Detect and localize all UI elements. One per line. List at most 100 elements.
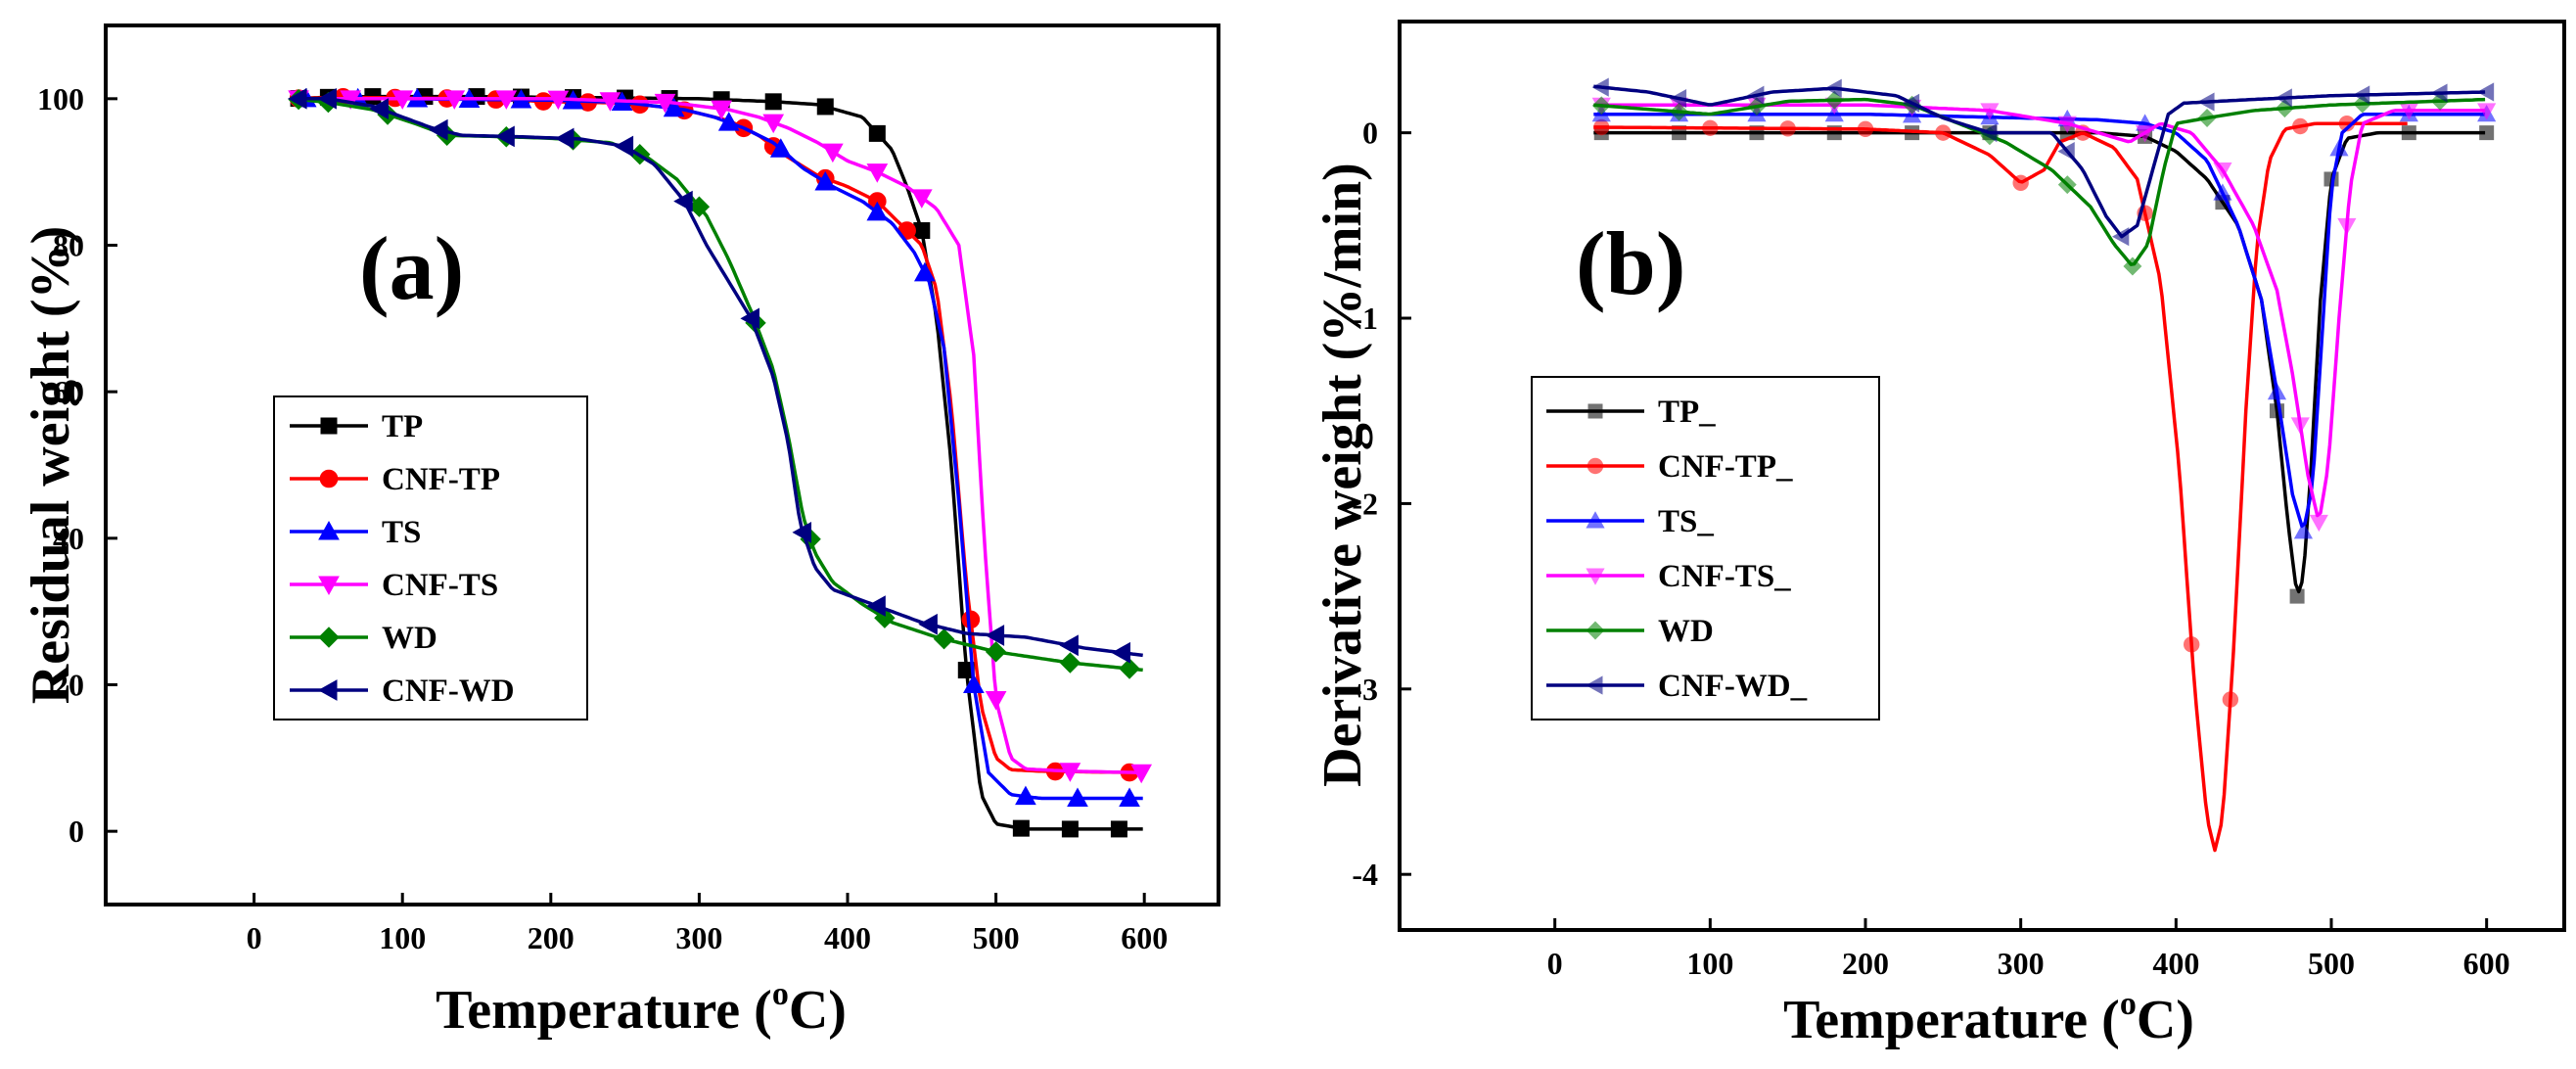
data-point xyxy=(866,201,889,221)
x-tick-label: 400 xyxy=(824,920,871,955)
data-point xyxy=(2292,117,2309,135)
data-point xyxy=(1061,820,1079,838)
x-tick-label: 0 xyxy=(247,920,262,955)
data-point xyxy=(1980,103,2000,120)
data-point xyxy=(933,628,955,650)
panel-a-x-axis-title-tail: C) xyxy=(789,980,847,1041)
data-point xyxy=(821,143,844,163)
data-point xyxy=(985,625,1005,646)
x-tick-label: 0 xyxy=(1547,946,1563,981)
legend-swatch-marker xyxy=(1586,568,1605,585)
data-point xyxy=(1669,88,1687,109)
series-line-cnf-tp xyxy=(1593,121,2408,853)
legend-swatch-marker xyxy=(1587,457,1604,475)
y-tick-label: 40 xyxy=(53,521,84,556)
panel-b-y-ticks: -4 -3 -2 -1 0 xyxy=(1352,116,1411,892)
data-point xyxy=(1980,123,1998,143)
legend-label: CNF-WD xyxy=(382,674,515,709)
x-tick-label: 600 xyxy=(2463,946,2510,981)
data-point xyxy=(866,163,889,183)
series-cnf-wd xyxy=(1591,77,2495,247)
series-cnf-tp xyxy=(1593,115,2408,853)
legend-label: WD xyxy=(382,621,437,656)
y-tick-label: 80 xyxy=(53,228,84,263)
data-point xyxy=(910,189,933,209)
data-point xyxy=(1935,124,1952,141)
x-tick-label: 400 xyxy=(2152,946,2199,981)
panel-a-series xyxy=(288,87,1153,838)
data-point xyxy=(2275,88,2292,108)
data-point xyxy=(740,307,759,330)
data-point xyxy=(2476,82,2495,102)
x-tick-label: 200 xyxy=(1842,946,1889,981)
data-point xyxy=(2401,125,2416,141)
data-point xyxy=(985,641,1007,663)
data-point xyxy=(2197,109,2217,127)
data-point xyxy=(2337,217,2357,236)
legend-swatch-marker xyxy=(320,417,338,435)
data-point xyxy=(391,90,414,110)
data-point xyxy=(764,93,782,111)
panel-a-y-ticks: 0 20 40 60 80 100 xyxy=(37,81,117,849)
data-point xyxy=(1110,820,1127,838)
data-point xyxy=(913,261,936,282)
data-point xyxy=(495,90,518,110)
data-point xyxy=(1059,763,1081,782)
y-tick-label: -4 xyxy=(1352,857,1378,892)
x-tick-label: 100 xyxy=(1686,946,1733,981)
data-point xyxy=(2267,382,2287,400)
data-point xyxy=(1902,93,1920,113)
panel-b-x-axis-title-main: Temperature ( xyxy=(1783,990,2120,1050)
legend-swatch-marker xyxy=(1586,621,1605,640)
data-point xyxy=(2352,85,2370,105)
data-point xyxy=(2213,183,2232,201)
data-point xyxy=(961,610,981,629)
series-line-cnf-wd xyxy=(1593,84,2486,239)
y-tick-label: -1 xyxy=(1352,301,1378,336)
data-point xyxy=(2430,83,2448,103)
data-point xyxy=(1059,652,1081,674)
x-tick-label: 500 xyxy=(2308,946,2355,981)
y-tick-label: -2 xyxy=(1352,486,1378,521)
data-point xyxy=(1591,77,1609,97)
data-point xyxy=(2329,139,2349,157)
legend-swatch-marker xyxy=(1586,675,1603,695)
panel-b-x-axis-title: Temperature (oC) xyxy=(1783,986,2194,1050)
panel-a-legend-box xyxy=(273,395,588,720)
data-point xyxy=(2477,103,2497,120)
panel-a-label: (a) xyxy=(359,218,464,318)
data-point xyxy=(2222,691,2239,708)
data-point xyxy=(663,97,685,117)
data-point xyxy=(2213,163,2232,180)
data-point xyxy=(429,118,448,141)
legend-label: CNF-WD_ xyxy=(1658,669,1808,704)
data-point xyxy=(2289,588,2305,604)
y-tick-label: 60 xyxy=(53,374,84,409)
series-line-cnf-ts xyxy=(1593,103,2486,518)
legend-swatch-marker xyxy=(318,520,340,540)
data-point xyxy=(1130,764,1153,784)
x-tick-label: 300 xyxy=(1998,946,2045,981)
panel-b-label: (b) xyxy=(1576,213,1685,313)
x-tick-label: 300 xyxy=(675,920,722,955)
y-tick-label: -3 xyxy=(1352,672,1378,707)
legend-swatch-marker xyxy=(1587,403,1603,419)
panel-a-x-ticks: 0 100 200 300 400 500 600 xyxy=(247,893,1168,955)
legend-swatch-marker xyxy=(1586,511,1605,529)
legend-swatch-marker xyxy=(319,469,339,488)
data-point xyxy=(614,135,634,158)
data-point xyxy=(2057,175,2077,195)
legend-label: TS_ xyxy=(1658,504,1714,539)
panel-a-y-axis-title: Residual weight (%) xyxy=(21,226,81,704)
data-point xyxy=(814,170,837,191)
data-point xyxy=(2012,174,2029,191)
data-point xyxy=(913,222,931,240)
data-point xyxy=(495,125,515,148)
data-point xyxy=(717,112,740,131)
data-point xyxy=(1059,634,1079,657)
panel-b-legend-box xyxy=(1531,376,1880,720)
data-point xyxy=(2197,92,2215,112)
data-point xyxy=(1012,819,1030,837)
data-point xyxy=(1119,787,1140,807)
legend-label: WD xyxy=(1658,614,1714,649)
